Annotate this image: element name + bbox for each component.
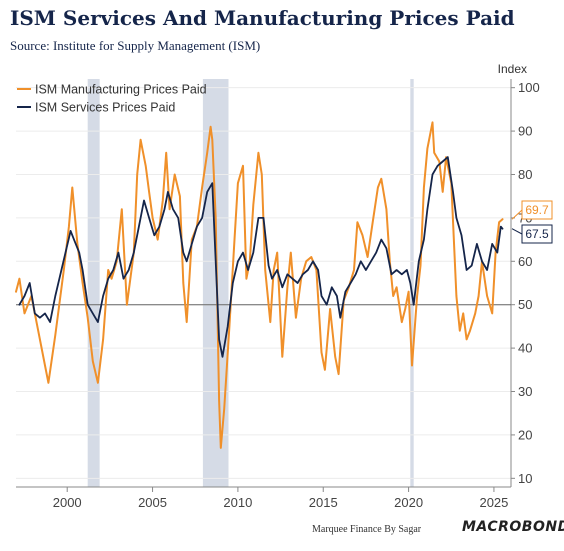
y-tick-label-40: 40 <box>518 341 532 356</box>
y-axis-label: Index <box>498 62 527 76</box>
x-tick-label-2005: 2005 <box>138 495 167 510</box>
end-label-connector-0 <box>511 209 523 220</box>
end-label-box-0 <box>521 200 553 220</box>
y-tick-label-100: 100 <box>518 80 540 95</box>
x-tick-label-2000: 2000 <box>53 495 82 510</box>
y-tick-label-90: 90 <box>518 124 532 139</box>
axes: Index <box>16 62 527 488</box>
end-value-labels: 69.7 67.5 <box>511 200 553 244</box>
end-label-value-1: 67.5 <box>525 227 549 241</box>
recession-band-2 <box>410 79 414 487</box>
series-line-services <box>18 156 504 358</box>
legend-label-services: ISM Services Prices Paid <box>35 101 175 115</box>
legend: ISM Manufacturing Prices Paid ISM Servic… <box>17 83 207 115</box>
y-tick-label-10: 10 <box>518 471 532 486</box>
legend-label-manufacturing: ISM Manufacturing Prices Paid <box>35 83 207 97</box>
x-tick-labels: 2000 2005 2010 2015 2020 2025 <box>53 487 508 510</box>
footer-brand-logo: MACROBOND <box>462 519 564 535</box>
x-tick-label-2010: 2010 <box>223 495 252 510</box>
y-tick-label-30: 30 <box>518 384 532 399</box>
end-label-connector-1 <box>511 228 523 235</box>
footer-credit: Marquee Finance By Sagar <box>312 524 422 535</box>
y-tick-labels: 102030405060708090100 <box>518 80 540 486</box>
y-tick-label-50: 50 <box>518 297 532 312</box>
recession-band-0 <box>87 79 100 487</box>
x-tick-label-2020: 2020 <box>394 495 423 510</box>
y-tick-label-20: 20 <box>518 427 532 442</box>
chart-title: ISM Services And Manufacturing Prices Pa… <box>10 6 515 30</box>
y-tick-label-60: 60 <box>518 254 532 269</box>
end-label-box-1 <box>521 224 553 244</box>
recession-bands <box>87 79 414 487</box>
x-tick-label-2025: 2025 <box>479 495 508 510</box>
x-tick-label-2015: 2015 <box>309 495 338 510</box>
end-label-value-0: 69.7 <box>525 203 549 217</box>
chart-subtitle: Source: Institute for Supply Management … <box>10 38 261 53</box>
recession-band-1 <box>202 79 229 487</box>
series-lines <box>15 121 504 449</box>
y-tick-label-80: 80 <box>518 167 532 182</box>
